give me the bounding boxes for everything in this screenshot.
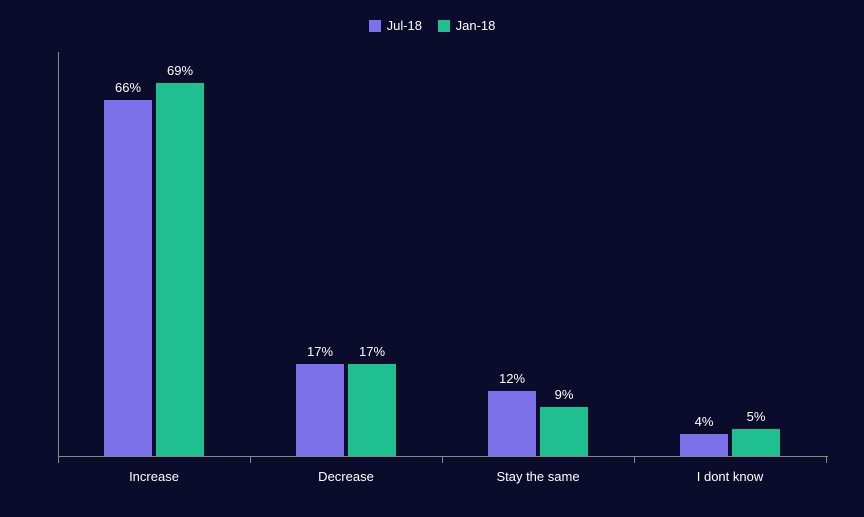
x-tick (58, 457, 59, 463)
category-label: Increase (129, 469, 179, 484)
y-axis (58, 52, 59, 457)
x-tick (250, 457, 251, 463)
x-tick (442, 457, 443, 463)
bar-value-label: 12% (482, 371, 542, 386)
bar (732, 429, 780, 456)
x-axis (58, 456, 828, 457)
category-label: Stay the same (496, 469, 579, 484)
legend-swatch-jul18 (369, 20, 381, 32)
category-label: I dont know (697, 469, 764, 484)
bar (348, 364, 396, 456)
category-label: Decrease (318, 469, 374, 484)
x-tick (634, 457, 635, 463)
bar-value-label: 17% (290, 344, 350, 359)
bar (296, 364, 344, 456)
legend-label-jan18: Jan-18 (456, 18, 496, 33)
bar-value-label: 17% (342, 344, 402, 359)
bar-value-label: 9% (534, 387, 594, 402)
legend-item-jan18: Jan-18 (438, 18, 496, 33)
x-tick (826, 457, 827, 463)
legend-swatch-jan18 (438, 20, 450, 32)
bar (156, 83, 204, 456)
bar (488, 391, 536, 456)
legend: Jul-18 Jan-18 (0, 18, 864, 35)
legend-label-jul18: Jul-18 (387, 18, 422, 33)
bar-value-label: 66% (98, 80, 158, 95)
bar (540, 407, 588, 456)
bar-value-label: 69% (150, 63, 210, 78)
plot-area: 66% 69% 17%17% 12%9% 4%5% (58, 52, 828, 457)
bar (680, 434, 728, 456)
legend-item-jul18: Jul-18 (369, 18, 422, 33)
bar-value-label: 5% (726, 409, 786, 424)
bar (104, 100, 152, 456)
bar-value-label: 4% (674, 414, 734, 429)
